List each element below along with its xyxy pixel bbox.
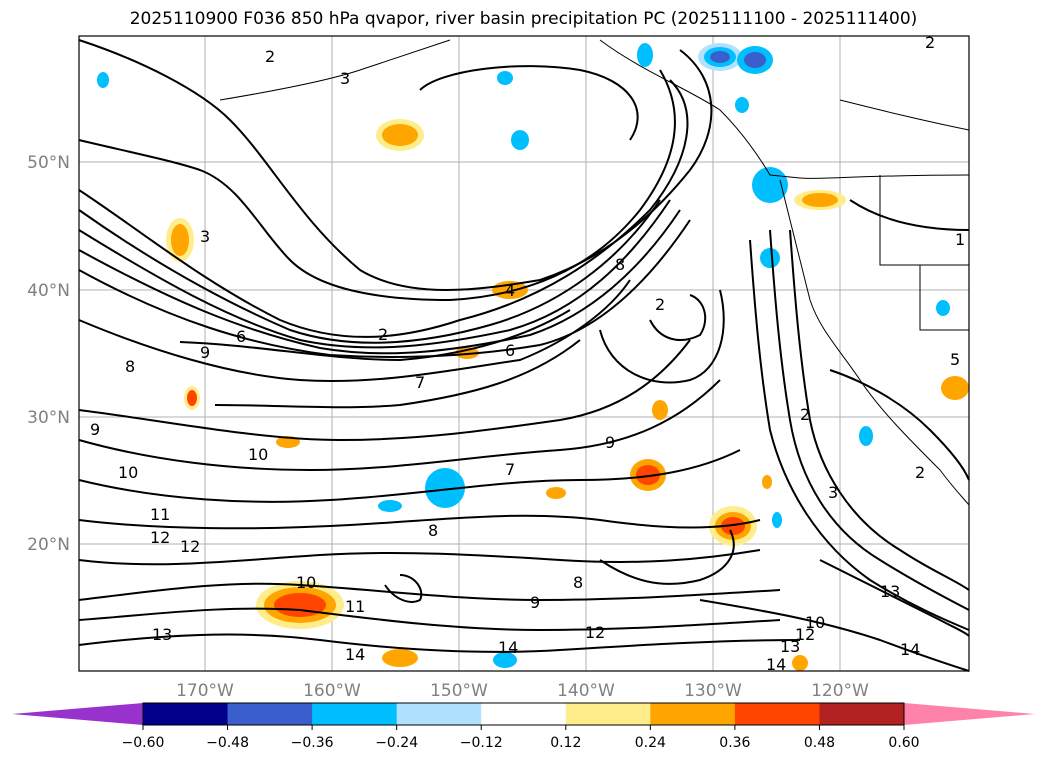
colorbar-cell xyxy=(734,703,820,725)
contour-label: 12 xyxy=(150,528,170,547)
contour-label: 4 xyxy=(505,281,515,300)
colorbar-tick-label: 0.36 xyxy=(719,735,750,751)
contour-label: 7 xyxy=(415,373,425,392)
contour-label: 14 xyxy=(498,638,518,657)
contour-label: 11 xyxy=(150,505,170,524)
longitude-labels: 170°W 160°W 150°W 140°W 130°W 120°W xyxy=(176,681,869,701)
contour-label: 3 xyxy=(200,227,210,246)
contour-label: 8 xyxy=(125,357,135,376)
qvapor-contours xyxy=(78,39,970,672)
colorbar-cell xyxy=(312,703,398,725)
contour-label: 1 xyxy=(955,230,965,249)
colorbar-cell xyxy=(481,703,567,725)
lat-label: 50°N xyxy=(27,153,70,173)
lat-label: 30°N xyxy=(27,408,70,428)
contour-label: 13 xyxy=(152,625,172,644)
colorbar-tick-label: −0.12 xyxy=(460,735,503,751)
colorbar-tick-label: 0.12 xyxy=(550,735,581,751)
lat-label: 40°N xyxy=(27,281,70,301)
contour-label: 8 xyxy=(573,573,583,592)
colorbar-tick-label: −0.60 xyxy=(122,735,165,751)
colorbar-tick-label: −0.24 xyxy=(375,735,418,751)
contour-label: 14 xyxy=(345,645,365,664)
lat-label: 20°N xyxy=(27,535,70,555)
colorbar-tick-label: 0.48 xyxy=(804,735,835,751)
contour-label: 14 xyxy=(900,640,920,659)
contour-label: 9 xyxy=(605,433,615,452)
colorbar-cell xyxy=(227,703,313,725)
contour-label: 6 xyxy=(505,341,515,360)
contour-label: 2 xyxy=(800,405,810,424)
contour-label: 12 xyxy=(180,537,200,556)
contour-label: 2 xyxy=(265,47,275,66)
contour-label: 2 xyxy=(925,33,935,52)
contour-label: 9 xyxy=(200,343,210,362)
lon-label: 130°W xyxy=(684,681,742,701)
contour-label: 10 xyxy=(248,445,268,464)
colorbar-cell xyxy=(565,703,651,725)
contour-label: 6 xyxy=(236,327,246,346)
colorbar-tick-label: 0.24 xyxy=(635,735,666,751)
contour-label: 7 xyxy=(505,460,515,479)
lon-label: 160°W xyxy=(303,681,361,701)
colorbar-outline xyxy=(142,702,905,726)
contour-label: 11 xyxy=(345,597,365,616)
map-title: 2025110900 F036 850 hPa qvapor, river ba… xyxy=(129,9,918,29)
map-frame xyxy=(78,35,970,672)
lon-label: 170°W xyxy=(176,681,234,701)
contour-label: 10 xyxy=(118,463,138,482)
contour-label: 13 xyxy=(780,637,800,656)
contour-label: 2 xyxy=(655,295,665,314)
contour-label: 8 xyxy=(428,521,438,540)
latitude-labels: 50°N 40°N 30°N 20°N xyxy=(27,153,70,555)
lon-label: 140°W xyxy=(557,681,615,701)
colorbar-cell xyxy=(396,703,482,725)
contour-label: 12 xyxy=(585,623,605,642)
contour-label: 8 xyxy=(615,255,625,274)
contour-label: 3 xyxy=(340,69,350,88)
colorbar-cell xyxy=(143,703,229,725)
contour-label: 3 xyxy=(828,483,838,502)
lon-label: 120°W xyxy=(811,681,869,701)
contour-label: 13 xyxy=(880,582,900,601)
colorbar-tick-label: 0.60 xyxy=(888,735,919,751)
contour-label: 9 xyxy=(530,593,540,612)
lon-label: 150°W xyxy=(430,681,488,701)
contour-label: 14 xyxy=(766,655,786,674)
contour-label: 2 xyxy=(915,463,925,482)
colorbar-extend-left xyxy=(12,703,143,725)
contour-label: 10 xyxy=(296,573,316,592)
contour-label: 9 xyxy=(90,420,100,439)
colorbar: −0.60 −0.48 −0.36 −0.24 −0.12 0.12 0.24 0.36 0.4… xyxy=(12,702,1035,751)
colorbar-cell xyxy=(819,703,905,725)
contour-labels: 2 3 3 2 4 6 8 9 6 2 2 7 8 9 10 10 9 11 1… xyxy=(90,33,965,674)
colorbar-tick-label: −0.36 xyxy=(291,735,334,751)
contour-label: 10 xyxy=(805,613,825,632)
colorbar-tick-label: −0.48 xyxy=(206,735,249,751)
colorbar-cell xyxy=(650,703,736,725)
colorbar-extend-right xyxy=(904,703,1035,725)
contour-label: 2 xyxy=(378,325,388,344)
contour-label: 5 xyxy=(950,350,960,369)
contour-label: 12 xyxy=(795,625,815,644)
